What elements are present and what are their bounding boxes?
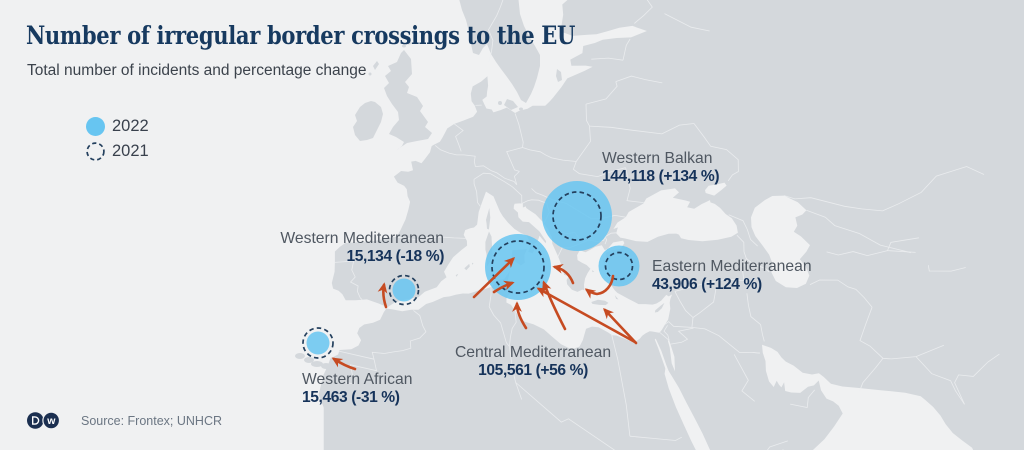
arrow-west-african	[331, 357, 357, 371]
bubble-2022-western-mediterranean	[392, 278, 416, 302]
bubble-2021-western-mediterranean	[388, 274, 420, 306]
bubble-2021-western-balkan	[552, 191, 602, 241]
land-scandinavia	[459, 0, 540, 103]
dw-logo-d-circle	[27, 412, 44, 429]
arrow-west-mediterranean	[377, 282, 388, 309]
bubble-western-balkan	[542, 181, 612, 251]
label-western-african: Western African	[302, 371, 412, 388]
legend-swatch-2022-solid-circle	[86, 117, 105, 136]
arrow-central-6	[603, 307, 638, 345]
bubble-2021-central-mediterranean	[491, 240, 545, 294]
footer: w Source: Frontex; UNHCR	[27, 412, 222, 429]
dw-logo-w-circle	[42, 412, 60, 429]
legend-item-2021: 2021	[86, 141, 149, 162]
land-crete	[591, 299, 609, 306]
route-bubbles	[302, 181, 640, 359]
bubble-2022-eastern-mediterranean	[598, 245, 640, 287]
sea-gulf-arabia	[762, 344, 974, 450]
label-western-balkan: Western Balkan	[602, 150, 712, 167]
land-menorca	[472, 262, 474, 265]
dw-logo: w	[27, 412, 60, 429]
legend-swatch-2021-dashed-circle	[86, 142, 105, 161]
arrow-central-5	[536, 287, 637, 344]
land-hebrides	[373, 61, 379, 70]
land-corsica	[486, 208, 491, 230]
value-western-african: 15,463 (-31 %)	[302, 389, 400, 406]
bubble-central-mediterranean	[485, 234, 551, 300]
legend-item-2022: 2022	[86, 116, 149, 137]
bubble-2021-western-african	[302, 327, 334, 359]
bubble-2021-eastern-mediterranean	[604, 251, 634, 281]
legend-label-2022: 2022	[112, 117, 149, 135]
sea-aqaba-gulf	[667, 340, 675, 372]
land-great-britain	[384, 50, 432, 155]
bubble-eastern-mediterranean	[598, 245, 640, 287]
page-subtitle: Total number of incidents and percentage…	[27, 62, 367, 79]
value-western-balkan: 144,118 (+134 %)	[602, 168, 719, 185]
dw-logo-w-letter: w	[46, 415, 56, 427]
arrow-aegean-1	[552, 263, 575, 285]
land-rhodes	[614, 295, 619, 300]
page-title: Number of irregular border crossings to …	[26, 21, 576, 50]
label-western-mediterranean: Western Mediterranean	[280, 230, 444, 247]
land-euboea_s	[592, 270, 595, 273]
value-eastern-mediterranean: 43,906 (+124 %)	[652, 276, 762, 293]
sea-red-sea	[664, 366, 711, 450]
value-western-mediterranean: 15,134 (-18 %)	[346, 248, 444, 265]
land-gotland	[556, 69, 562, 82]
land-mallorca	[464, 263, 470, 271]
sea-black-sea	[613, 188, 738, 242]
label-eastern-mediterranean: Eastern Mediterranean	[652, 258, 812, 275]
arrow-aegean-2	[584, 274, 615, 299]
legend-label-2021: 2021	[112, 142, 149, 160]
bubble-2022-western-african	[306, 331, 330, 355]
legend: 2022 2021	[86, 116, 149, 166]
land-cyprus	[654, 302, 665, 313]
sea-suez-gulf	[654, 338, 671, 377]
land-canary-islands	[295, 353, 331, 369]
arrow-central-1	[472, 257, 516, 299]
dw-logo-d-letter	[32, 416, 40, 425]
bubble-western-mediterranean	[388, 274, 420, 306]
sea-azov	[705, 182, 727, 196]
value-central-mediterranean: 105,561 (+56 %)	[478, 362, 588, 379]
sea-caspian	[751, 195, 810, 288]
bubble-2022-central-mediterranean	[485, 234, 551, 300]
land-zealand	[504, 99, 518, 110]
source-text: Source: Frontex; UNHCR	[81, 413, 223, 428]
route-labels: Western Balkan 144,118 (+134 %) Eastern …	[280, 150, 811, 406]
arrow-central-4	[542, 280, 567, 331]
bubble-western-african	[302, 327, 334, 359]
arrow-central-3	[512, 301, 528, 330]
label-central-mediterranean: Central Mediterranean	[455, 344, 611, 361]
land-ireland	[353, 101, 383, 141]
land-ibiza	[455, 273, 459, 277]
arrow-central-2	[492, 280, 515, 294]
migration-arrows	[331, 257, 638, 371]
